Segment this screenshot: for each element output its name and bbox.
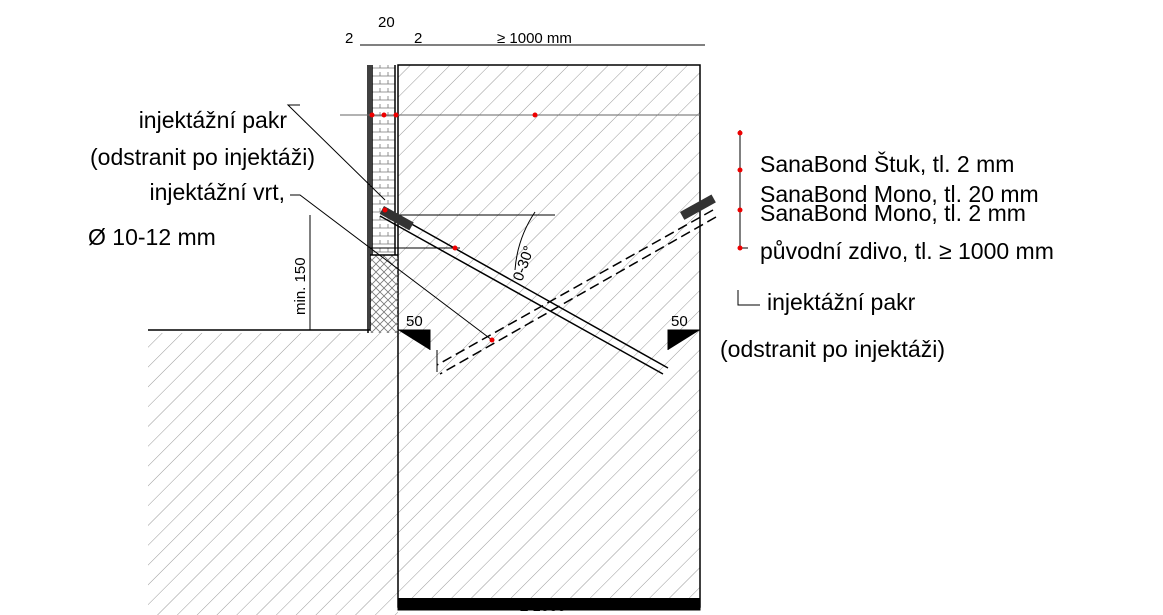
layer-label: SanaBond Mono, tl. 20 mm <box>760 181 1039 207</box>
ground <box>148 333 398 615</box>
label: (odstranit po injektáži) <box>720 336 945 362</box>
dim-label: min. 150 <box>292 257 309 315</box>
label: injektážní pakr <box>139 107 288 133</box>
label: injektážní pakr <box>767 289 916 315</box>
layer-label: SanaBond Mono, tl. 2 mm <box>760 200 1026 226</box>
base-layer <box>370 255 398 333</box>
layer-label: původní zdivo, tl. ≥ 1000 mm <box>760 238 1054 264</box>
dim-label: ≥ 1000 mm <box>497 30 572 47</box>
dim-label: 20 <box>378 14 395 31</box>
dim-label: 2 <box>345 30 353 47</box>
drawing <box>148 44 760 615</box>
label: Ø 10-12 mm <box>88 224 216 250</box>
label: (odstranit po injektáži) <box>90 144 315 170</box>
dim-label: 50 <box>406 313 423 330</box>
mono-layer <box>372 65 395 255</box>
dim-label: 50 <box>671 313 688 330</box>
dim-label: ≥ 1000 <box>520 598 566 615</box>
label: injektážní vrt, <box>150 179 286 205</box>
wall <box>397 64 701 608</box>
layer-label: SanaBond Štuk, tl. 2 mm <box>760 150 1014 177</box>
dim-label: 2 <box>414 30 422 47</box>
